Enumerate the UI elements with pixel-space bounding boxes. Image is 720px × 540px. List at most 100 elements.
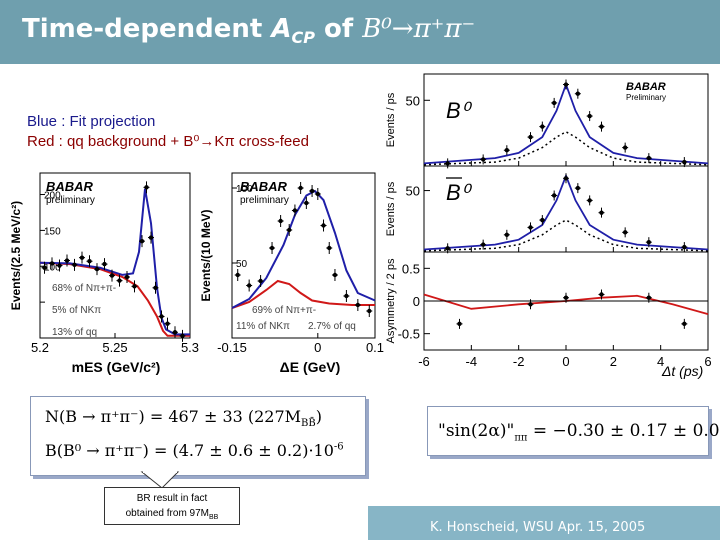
data-point — [682, 244, 687, 250]
data-point — [292, 208, 298, 213]
title-of: of — [315, 14, 363, 44]
data-point — [79, 255, 85, 260]
data-point — [575, 91, 581, 96]
data-point — [587, 113, 592, 119]
y-axis-label: Events/(10 MeV) — [200, 209, 213, 301]
x-tick-label: 4 — [657, 354, 664, 369]
data-point — [246, 283, 252, 288]
data-point — [599, 210, 604, 215]
data-point — [278, 218, 283, 224]
panel-y-label: Events / ps — [385, 181, 397, 236]
data-point — [646, 155, 652, 161]
y-tick-label: 50 — [406, 184, 420, 199]
br-callout: BR result in fact obtained from 97MBB — [104, 487, 240, 525]
sin-text: "sin(2α)" — [438, 421, 515, 441]
sin2alpha-result: "sin(2α)"ππ = −0.30 ± 0.17 ± 0.03 — [438, 421, 720, 443]
x-tick-label: 0.1 — [366, 340, 384, 355]
x-tick-label: 0 — [562, 354, 569, 369]
data-point — [102, 261, 107, 267]
data-point — [622, 145, 628, 150]
data-point — [563, 176, 569, 181]
panel-y-label: Asymmetry / 2 ps — [385, 258, 397, 343]
sin-sub: ππ — [514, 432, 528, 444]
x-tick-label: -4 — [466, 354, 478, 369]
y-tick-label: 100 — [44, 262, 61, 273]
callout-text: obtained from 97M — [125, 508, 210, 519]
y-tick-label: 150 — [44, 226, 61, 237]
br-exp: -6 — [333, 441, 344, 453]
data-point — [269, 245, 275, 251]
x-axis-label: Δt (ps) — [661, 363, 703, 379]
background-curve — [423, 130, 709, 166]
title-decay: B⁰→π⁺π⁻ — [362, 14, 476, 44]
data-point — [159, 314, 164, 319]
legend-red: Red : qq background + B⁰→Kπ cross-feed — [27, 133, 309, 150]
data-point — [304, 200, 309, 206]
data-point — [646, 239, 652, 245]
fit-curve — [231, 189, 376, 309]
data-point — [287, 227, 292, 233]
title-cp: CP — [291, 28, 315, 48]
background-curve — [231, 279, 375, 309]
y-tick-label: -0.5 — [398, 327, 420, 342]
data-point — [132, 284, 137, 289]
callout-line-2: obtained from 97MBB — [105, 506, 239, 525]
data-point — [298, 185, 303, 191]
data-point — [153, 285, 158, 290]
data-point — [258, 278, 263, 284]
data-point — [504, 232, 510, 237]
data-point — [144, 185, 149, 190]
panel-y-label: Events / ps — [385, 92, 397, 147]
y-tick-label: 50 — [406, 93, 420, 108]
yield-formula: N(B → π⁺π⁻) = 467 ± 33 (227MBB̄) — [45, 407, 322, 429]
callout-pointer — [140, 471, 180, 489]
slide-title: Time-dependent ACP of B⁰→π⁺π⁻ — [22, 14, 475, 47]
y-tick-label: 0 — [413, 294, 420, 309]
data-point — [172, 330, 178, 335]
data-point — [551, 100, 557, 106]
y-tick-label: 200 — [44, 191, 61, 202]
y-tick-label: 50 — [236, 259, 248, 270]
x-tick-label: 5.2 — [31, 340, 49, 355]
plot-frame — [231, 172, 376, 339]
data-point — [109, 273, 115, 278]
data-point — [528, 134, 533, 140]
annotation-1: 68% of Nπ+π- — [52, 283, 116, 294]
br-formula: B(B⁰ → π⁺π⁻) = (4.7 ± 0.6 ± 0.2)·10-6 — [45, 441, 344, 460]
x-tick-label: 0 — [314, 340, 321, 355]
data-point — [355, 302, 361, 308]
data-point — [235, 272, 240, 278]
x-tick-label: -0.15 — [217, 340, 247, 355]
data-point — [87, 259, 92, 264]
data-point — [599, 292, 604, 297]
annotation-2: 5% of NKπ — [52, 305, 101, 316]
data-point — [64, 258, 70, 263]
data-point — [124, 274, 130, 280]
babar-watermark: BABAR — [46, 179, 94, 194]
annotation-3: 13% of qq — [52, 327, 97, 338]
annotation-3: 2.7% of qq — [308, 321, 356, 332]
br-text: B(B⁰ → π⁺π⁻) = (4.7 ± 0.6 ± 0.2)·10 — [45, 441, 334, 460]
data-point — [57, 263, 62, 268]
x-tick-label: 6 — [704, 354, 711, 369]
data-point — [528, 225, 533, 230]
b0bar-label: B⁰ — [446, 180, 473, 205]
data-point — [551, 193, 557, 198]
annotation-2: 11% of NKπ — [236, 321, 290, 332]
data-point — [117, 278, 122, 283]
data-point — [180, 333, 185, 339]
yield-end: ) — [315, 407, 322, 426]
data-point — [367, 308, 372, 314]
data-point — [49, 261, 55, 266]
x-axis-label: ΔE (GeV) — [280, 359, 341, 375]
data-point — [309, 188, 315, 194]
data-point — [457, 321, 462, 327]
x-tick-label: 5.25 — [102, 340, 127, 355]
b0-label: B⁰ — [446, 98, 473, 123]
x-axis-label: mES (GeV/c²) — [72, 359, 161, 375]
x-tick-label: 5.3 — [181, 340, 199, 355]
data-point — [72, 262, 77, 268]
sin-value: = −0.30 ± 0.17 ± 0.03 — [527, 421, 720, 441]
annotation-1: 69% of Nπ+π- — [252, 305, 316, 316]
